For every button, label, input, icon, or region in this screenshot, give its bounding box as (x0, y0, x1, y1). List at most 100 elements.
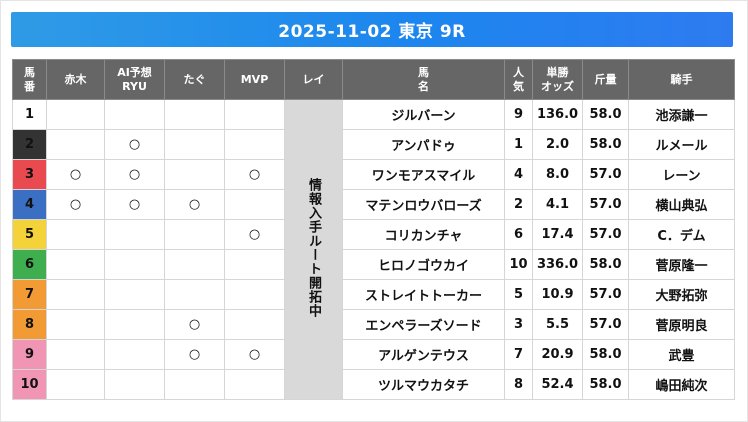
horse-number: 3 (12, 159, 47, 190)
tagu-mark (164, 279, 225, 310)
race-title: 2025-11-02 東京 9R (11, 12, 733, 47)
akagi-mark (46, 129, 105, 160)
horse-number: 1 (12, 99, 47, 130)
mvp-mark (224, 279, 285, 310)
table-row: 2 ○ アンパドゥ 1 2.0 58.0 ルメール (12, 129, 735, 160)
akagi-mark (46, 369, 105, 400)
header-rei: レイ (284, 59, 343, 100)
tagu-mark: ○ (164, 309, 225, 340)
table-row: 1 情報入手ルート開拓中 ジルバーン 9 136.0 58.0 池添謙一 (12, 99, 735, 400)
header-ai: AI予想 RYU (104, 59, 165, 100)
win-odds: 17.4 (532, 219, 583, 250)
table-row: 4 ○ ○ ○ マテンロウバローズ 2 4.1 57.0 横山典弘 (12, 189, 735, 220)
weight: 58.0 (582, 129, 629, 160)
akagi-mark: ○ (46, 159, 105, 190)
win-odds: 10.9 (532, 279, 583, 310)
ai-mark: ○ (104, 159, 165, 190)
jockey: 大野拓弥 (628, 279, 735, 310)
horse-number: 8 (12, 309, 47, 340)
weight: 57.0 (582, 309, 629, 340)
table-row: 6 ヒロノゴウカイ 10 336.0 58.0 菅原隆一 (12, 249, 735, 280)
tagu-mark (164, 99, 225, 130)
horse-number: 6 (12, 249, 47, 280)
akagi-mark (46, 309, 105, 340)
race-table-body: 1 情報入手ルート開拓中 ジルバーン 9 136.0 58.0 池添謙一 2 ○ アンパドゥ 1 2.… (12, 99, 735, 400)
jockey: 菅原隆一 (628, 249, 735, 280)
mvp-mark (224, 369, 285, 400)
tagu-mark (164, 249, 225, 280)
win-odds: 5.5 (532, 309, 583, 340)
header-umaban: 馬 番 (12, 59, 47, 100)
popularity: 2 (504, 189, 533, 220)
popularity: 10 (504, 249, 533, 280)
ai-mark (104, 99, 165, 130)
horse-number: 4 (12, 189, 47, 220)
jockey: 武豊 (628, 339, 735, 370)
weight: 58.0 (582, 369, 629, 400)
ai-mark (104, 339, 165, 370)
weight: 58.0 (582, 339, 629, 370)
mvp-mark: ○ (224, 219, 285, 250)
jockey: C．デム (628, 219, 735, 250)
popularity: 8 (504, 369, 533, 400)
horse-name: アルゲンテウス (342, 339, 505, 370)
mvp-mark (224, 129, 285, 160)
header-kishu: 騎手 (628, 59, 735, 100)
ai-mark: ○ (104, 129, 165, 160)
popularity: 1 (504, 129, 533, 160)
tagu-mark (164, 219, 225, 250)
header-ninki: 人 気 (504, 59, 533, 100)
rei-column: 情報入手ルート開拓中 (284, 99, 343, 400)
mvp-mark (224, 309, 285, 340)
header-mvp: MVP (224, 59, 285, 100)
ai-mark (104, 309, 165, 340)
header-row: 馬 番 赤木 AI予想 RYU たぐ MVP レイ 馬 名 人 気 単勝 オッズ… (12, 59, 735, 100)
horse-name: コリカンチャ (342, 219, 505, 250)
table-row: 8 ○ エンペラーズソード 3 5.5 57.0 菅原明良 (12, 309, 735, 340)
table-row: 7 ストレイトトーカー 5 10.9 57.0 大野拓弥 (12, 279, 735, 310)
ai-mark (104, 279, 165, 310)
jockey: レーン (628, 159, 735, 190)
horse-name: ジルバーン (342, 99, 505, 130)
header-odds: 単勝 オッズ (532, 59, 583, 100)
weight: 57.0 (582, 189, 629, 220)
popularity: 6 (504, 219, 533, 250)
header-akagi: 赤木 (46, 59, 105, 100)
header-tagu: たぐ (164, 59, 225, 100)
horse-name: ストレイトトーカー (342, 279, 505, 310)
tagu-mark: ○ (164, 339, 225, 370)
horse-name: マテンロウバローズ (342, 189, 505, 220)
popularity: 7 (504, 339, 533, 370)
mvp-mark (224, 189, 285, 220)
win-odds: 336.0 (532, 249, 583, 280)
mvp-mark: ○ (224, 339, 285, 370)
table-row: 10 ツルマウカタチ 8 52.4 58.0 嶋田純次 (12, 369, 735, 400)
jockey: 嶋田純次 (628, 369, 735, 400)
table-row: 9 ○ ○ アルゲンテウス 7 20.9 58.0 武豊 (12, 339, 735, 370)
header-kinryo: 斤量 (582, 59, 629, 100)
tagu-mark (164, 159, 225, 190)
win-odds: 8.0 (532, 159, 583, 190)
table-row: 3 ○ ○ ○ ワンモアスマイル 4 8.0 57.0 レーン (12, 159, 735, 190)
horse-number: 7 (12, 279, 47, 310)
weight: 57.0 (582, 279, 629, 310)
horse-number: 10 (12, 369, 47, 400)
tagu-mark (164, 129, 225, 160)
ai-mark (104, 249, 165, 280)
ai-mark: ○ (104, 189, 165, 220)
popularity: 4 (504, 159, 533, 190)
akagi-mark (46, 249, 105, 280)
horse-number: 2 (12, 129, 47, 160)
weight: 57.0 (582, 159, 629, 190)
win-odds: 2.0 (532, 129, 583, 160)
mvp-mark (224, 99, 285, 130)
win-odds: 20.9 (532, 339, 583, 370)
table-row: 5 ○ コリカンチャ 6 17.4 57.0 C．デム (12, 219, 735, 250)
win-odds: 136.0 (532, 99, 583, 130)
horse-name: ツルマウカタチ (342, 369, 505, 400)
horse-number: 5 (12, 219, 47, 250)
tagu-mark (164, 369, 225, 400)
weight: 58.0 (582, 249, 629, 280)
tagu-mark: ○ (164, 189, 225, 220)
ai-mark (104, 369, 165, 400)
